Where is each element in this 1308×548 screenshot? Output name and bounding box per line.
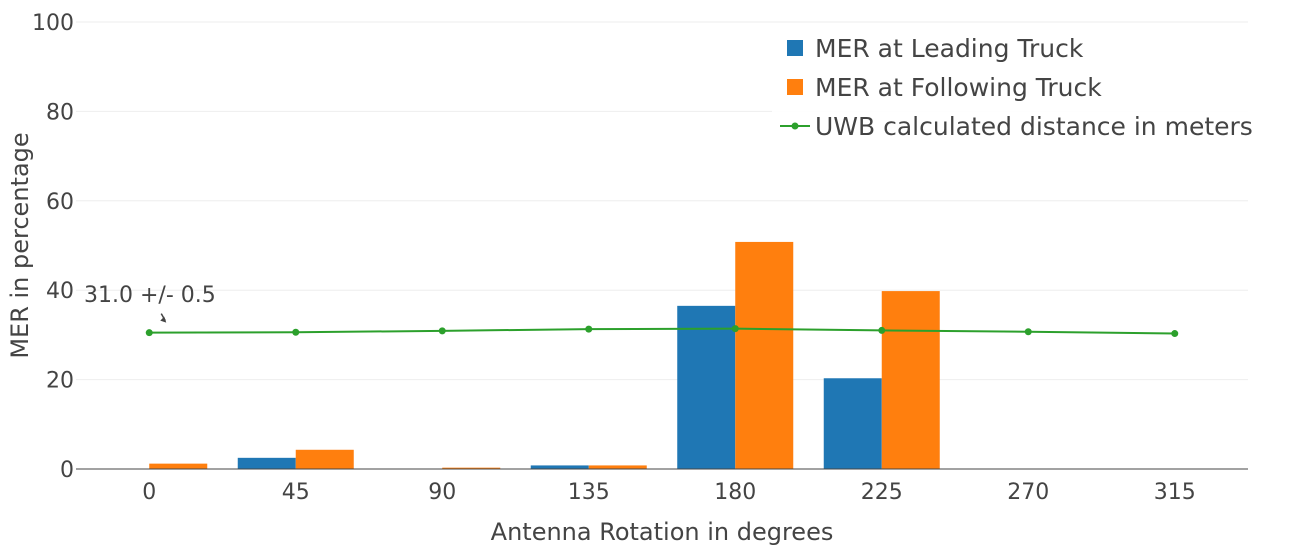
legend-label: MER at Leading Truck <box>815 34 1084 63</box>
uwb-distance-point <box>438 327 446 335</box>
uwb-distance-point <box>145 329 153 337</box>
y-tick-label: 0 <box>60 458 74 483</box>
x-tick-label: 180 <box>714 480 756 505</box>
annotation-layer: 31.0 +/- 0.5 <box>84 283 216 323</box>
legend: MER at Leading Truck MER at Following Tru… <box>772 30 1272 148</box>
y-tick-label: 20 <box>46 369 74 394</box>
bar-following-truck <box>588 465 647 469</box>
legend-swatch <box>787 40 803 56</box>
bar-layer <box>149 241 940 469</box>
uwb-distance-point <box>878 326 886 334</box>
bar-leading-truck <box>677 305 736 469</box>
uwb-distance-line <box>149 327 1175 335</box>
bar-following-truck <box>442 467 501 469</box>
uwb-distance-point <box>292 328 300 336</box>
uwb-distance-point <box>1171 330 1179 338</box>
legend-swatch <box>787 79 803 95</box>
bar-leading-truck <box>823 378 882 469</box>
axis-layer: 0 20 40 60 80 100 0 45 90 135 180 225 270 315 Antenna … <box>6 11 1248 546</box>
bar-following-truck <box>735 241 794 469</box>
annotation-text: 31.0 +/- 0.5 <box>84 283 216 308</box>
legend-label: MER at Following Truck <box>815 73 1102 102</box>
x-tick-label: 0 <box>142 480 156 505</box>
bar-leading-truck <box>530 465 589 469</box>
bar-leading-truck <box>237 457 296 469</box>
annotation-arrow-head <box>160 316 167 323</box>
x-tick-label: 135 <box>568 480 610 505</box>
y-axis-title: MER in percentage <box>6 132 34 358</box>
uwb-distance-point <box>731 325 739 333</box>
x-axis-title: Antenna Rotation in degrees <box>491 518 834 546</box>
y-tick-label: 40 <box>46 279 74 304</box>
line-layer <box>145 325 1179 338</box>
legend-line-marker <box>791 122 799 130</box>
x-tick-label: 270 <box>1007 480 1049 505</box>
legend-label: UWB calculated distance in meters <box>815 112 1253 141</box>
bar-following-truck <box>881 291 940 469</box>
x-tick-label: 90 <box>428 480 456 505</box>
uwb-distance-point <box>585 325 593 333</box>
x-tick-label: 225 <box>861 480 903 505</box>
uwb-distance-point <box>1024 328 1032 336</box>
x-tick-label: 45 <box>282 480 310 505</box>
bar-following-truck <box>149 463 208 469</box>
x-tick-label: 315 <box>1154 480 1196 505</box>
y-tick-label: 60 <box>46 190 74 215</box>
bar-following-truck <box>295 449 354 469</box>
legend-background <box>772 30 1272 148</box>
y-tick-label: 80 <box>46 100 74 125</box>
y-tick-label: 100 <box>32 11 74 36</box>
